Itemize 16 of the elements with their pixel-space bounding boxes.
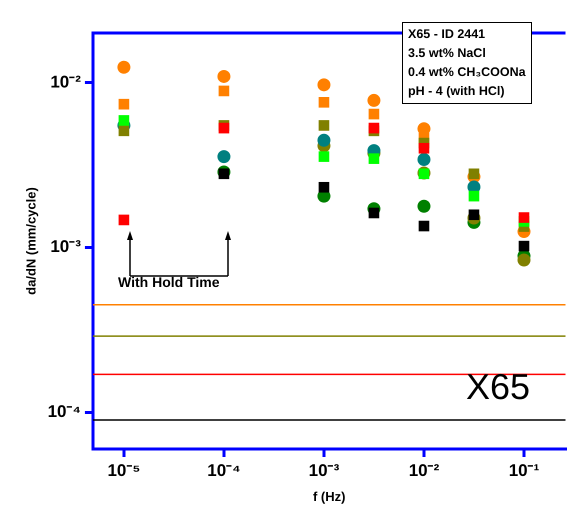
annotation: 3.5 wt% NaCl [408, 45, 487, 62]
y-tick-label: 10⁻³ [50, 237, 82, 256]
annotation: X65 [466, 366, 530, 408]
y-tick-label: 10⁻⁴ [48, 402, 81, 422]
x-axis-title: f (Hz) [312, 488, 346, 504]
x-tick-label: 10⁻⁵ [107, 460, 140, 480]
x-tick-label: 10⁻⁴ [207, 460, 241, 480]
x-tick-label: 10⁻³ [308, 460, 340, 480]
y-axis-title: da/dN (mm/cycle) [23, 187, 38, 295]
annotation: X65 - ID 2441 [408, 26, 486, 43]
annotation: With Hold Time [118, 274, 220, 290]
x-tick-label: 10⁻² [408, 460, 440, 480]
annotation: pH - 4 (with HCl) [408, 83, 506, 100]
y-tick-label: 10⁻² [50, 72, 82, 92]
x-tick-label: 10⁻¹ [508, 460, 540, 480]
annotation: 0.4 wt% CH₃COONa [408, 64, 526, 81]
